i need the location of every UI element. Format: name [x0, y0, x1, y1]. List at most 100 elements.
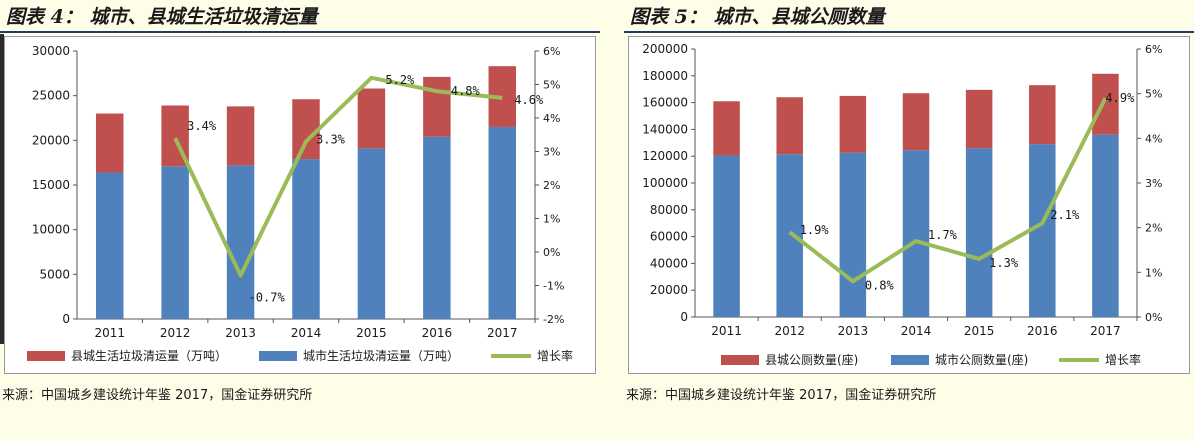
bar-city [161, 166, 189, 319]
y-tick-label: 0 [62, 312, 70, 326]
x-tick-label: 2016 [422, 326, 453, 340]
x-tick-label: 2014 [291, 326, 322, 340]
y-tick-label: 10000 [32, 223, 70, 237]
y-tick-label: 30000 [32, 44, 70, 58]
bar-county [95, 113, 124, 173]
y-tick-label: 20000 [650, 283, 688, 297]
title-rule [624, 31, 1194, 33]
x-tick-label: 2012 [160, 326, 191, 340]
figure-4-source: 来源：中国城乡建设统计年鉴 2017，国金证券研究所 [2, 388, 313, 403]
bar-county [965, 89, 993, 149]
y2-tick-label: 2% [543, 179, 560, 192]
figure-4-title: 图表 4： 城市、县城生活垃圾清运量 [6, 6, 318, 28]
left-edge-bar [0, 34, 4, 344]
bar-county [839, 95, 867, 153]
legend-swatch-county [721, 355, 759, 365]
y-tick-label: 20000 [32, 133, 70, 147]
y-tick-label: 60000 [650, 230, 688, 244]
y2-tick-label: 6% [1145, 43, 1162, 56]
growth-data-label: 0.8% [865, 278, 895, 292]
y2-tick-label: 0% [543, 246, 560, 259]
bar-city [226, 165, 255, 319]
y2-tick-label: 3% [543, 146, 560, 159]
legend-swatch-city [891, 355, 929, 365]
growth-data-label: 3.3% [316, 132, 346, 146]
y2-tick-label: 4% [1145, 132, 1162, 145]
growth-data-label: -0.7% [249, 290, 286, 304]
y-tick-label: 100000 [642, 176, 688, 190]
legend-label-county: 县城公厕数量(座) [765, 352, 858, 367]
bar-county [226, 106, 255, 166]
chart-area-2: 0 20000 40000 60000 80000 100000 120000 140000 1… [628, 36, 1190, 374]
bar-county [776, 97, 803, 155]
growth-line [788, 97, 1108, 284]
y2-tick-label: 6% [543, 45, 560, 58]
y-tick-label: 0 [680, 310, 688, 324]
growth-data-label: 5.2% [385, 73, 415, 87]
bar-city [292, 159, 320, 319]
legend-swatch-county [27, 351, 65, 361]
y-tick-label: 5000 [39, 267, 70, 281]
bar-county [902, 93, 930, 151]
y2-tick-label: 5% [1145, 88, 1162, 101]
bar-city [488, 126, 517, 319]
bar-city [965, 148, 993, 317]
x-tick-label: 2011 [94, 326, 125, 340]
bar-county [423, 76, 451, 137]
figure-5-source: 来源：中国城乡建设统计年鉴 2017，国金证券研究所 [626, 388, 937, 403]
bar-city [423, 136, 451, 319]
growth-data-label: 3.4% [187, 119, 217, 133]
legend-label-growth: 增长率 [537, 348, 573, 363]
figure-5-title: 图表 5： 城市、县城公厕数量 [630, 6, 885, 28]
y-tick-label: 25000 [32, 89, 70, 103]
x-tick-label: 2013 [225, 326, 256, 340]
bar-county [1029, 85, 1056, 145]
x-tick-label: 2011 [711, 324, 742, 338]
legend-label-city: 城市公厕数量(座) [935, 352, 1028, 367]
y2-tick-label: -1% [543, 280, 564, 293]
y-tick-label: 140000 [642, 122, 688, 136]
y-tick-label: 180000 [642, 69, 688, 83]
y2-tick-label: 4% [543, 112, 560, 125]
bar-city [1092, 134, 1119, 317]
legend-label-city: 城市生活垃圾清运量（万吨） [303, 348, 459, 363]
chart-area-1: 0 5000 10000 15000 20000 25000 30000 -2% -1% 0% 1%… [4, 36, 596, 374]
legend-swatch-city [259, 351, 297, 361]
growth-data-label: 1.9% [800, 223, 830, 237]
growth-data-label: 4.9% [1105, 91, 1135, 105]
growth-data-label: 1.7% [928, 228, 958, 242]
y-tick-label: 120000 [642, 149, 688, 163]
y2-tick-label: 2% [1145, 222, 1162, 235]
bar-city [776, 154, 803, 317]
y2-tick-label: -2% [543, 313, 564, 326]
growth-line [173, 75, 503, 278]
bar-county [1092, 73, 1119, 135]
bar-county [292, 99, 320, 160]
bar-city [839, 152, 867, 317]
x-tick-label: 2017 [487, 326, 518, 340]
y-tick-label: 40000 [650, 256, 688, 270]
y2-tick-label: 1% [543, 213, 560, 226]
y2-tick-label: 5% [543, 79, 560, 92]
x-tick-label: 2015 [964, 324, 995, 338]
growth-data-label: 4.6% [514, 93, 544, 107]
y-tick-label: 200000 [642, 42, 688, 56]
figure-4-panel: 图表 4： 城市、县城生活垃圾清运量 0 5000 10000 15000 20000 2… [0, 6, 600, 403]
growth-data-label: 4.8% [451, 84, 481, 98]
growth-data-label: 1.3% [989, 256, 1019, 270]
x-tick-label: 2017 [1090, 324, 1121, 338]
legend-label-growth: 增长率 [1105, 352, 1141, 367]
bar-city [357, 148, 386, 319]
y-tick-label: 15000 [32, 178, 70, 192]
bar-county [357, 88, 386, 149]
y2-tick-label: 1% [1145, 266, 1162, 279]
y-tick-label: 80000 [650, 203, 688, 217]
y-tick-label: 160000 [642, 96, 688, 110]
x-tick-label: 2015 [356, 326, 387, 340]
x-tick-label: 2014 [901, 324, 932, 338]
y2-tick-label: 3% [1145, 177, 1162, 190]
x-tick-label: 2012 [774, 324, 805, 338]
title-rule [0, 31, 600, 33]
y2-tick-label: 0% [1145, 311, 1162, 324]
chart-2-svg: 0 20000 40000 60000 80000 100000 120000 140000 1… [642, 42, 1162, 367]
